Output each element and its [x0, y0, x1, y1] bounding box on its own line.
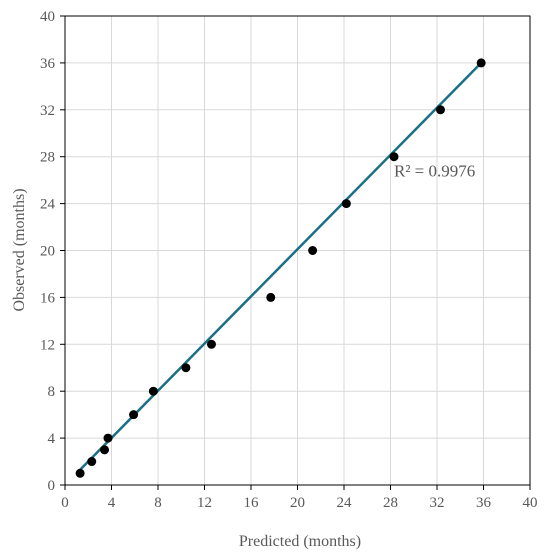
y-tick-label: 20: [40, 244, 55, 260]
y-tick-label: 32: [40, 103, 55, 119]
x-tick-labels: 0 4 8 12 16 20 24 28 32 36 40: [61, 495, 537, 511]
x-tick-label: 28: [383, 495, 398, 511]
data-point: [308, 246, 318, 255]
x-axis-title: Predicted (months): [239, 533, 361, 550]
data-point: [75, 468, 85, 478]
data-point: [435, 105, 445, 115]
y-tick-label: 12: [40, 337, 55, 353]
y-tick-label: 36: [40, 56, 56, 72]
x-tick-label: 36: [476, 495, 492, 511]
x-tick-label: 16: [244, 495, 260, 511]
y-tick-label: 40: [40, 9, 55, 25]
data-point: [476, 58, 486, 68]
data-point: [266, 292, 276, 302]
y-tick-label: 8: [48, 384, 56, 400]
x-tick-label: 40: [523, 495, 538, 511]
r-squared-annotation: R² = 0.9976: [394, 162, 475, 181]
data-point: [87, 457, 97, 467]
data-point: [129, 410, 139, 420]
data-point: [206, 339, 216, 349]
y-axis-title: Observed (months): [11, 188, 28, 311]
y-tick-label: 4: [48, 431, 56, 447]
x-tick-label: 24: [337, 495, 353, 511]
data-point: [181, 363, 191, 373]
x-tick-label: 8: [154, 495, 162, 511]
data-points: [75, 58, 486, 478]
x-tick-label: 32: [430, 495, 445, 511]
y-tick-label: 0: [48, 478, 56, 494]
x-tick-label: 12: [197, 495, 212, 511]
x-tick-label: 0: [61, 495, 69, 511]
y-tick-labels: 0 4 8 12 16 20 24 28 32 36 40: [40, 9, 56, 494]
x-tick-label: 4: [108, 495, 116, 511]
y-tick-label: 16: [40, 290, 56, 306]
y-tick-label: 28: [40, 150, 55, 166]
data-point: [100, 445, 110, 455]
x-tick-label: 20: [290, 495, 305, 511]
data-point: [341, 199, 351, 209]
axis-ticks: [60, 15, 531, 490]
data-point: [389, 152, 399, 162]
trendline: [75, 62, 483, 475]
data-point: [148, 386, 158, 396]
data-point: [103, 433, 113, 443]
y-tick-label: 24: [40, 197, 56, 213]
